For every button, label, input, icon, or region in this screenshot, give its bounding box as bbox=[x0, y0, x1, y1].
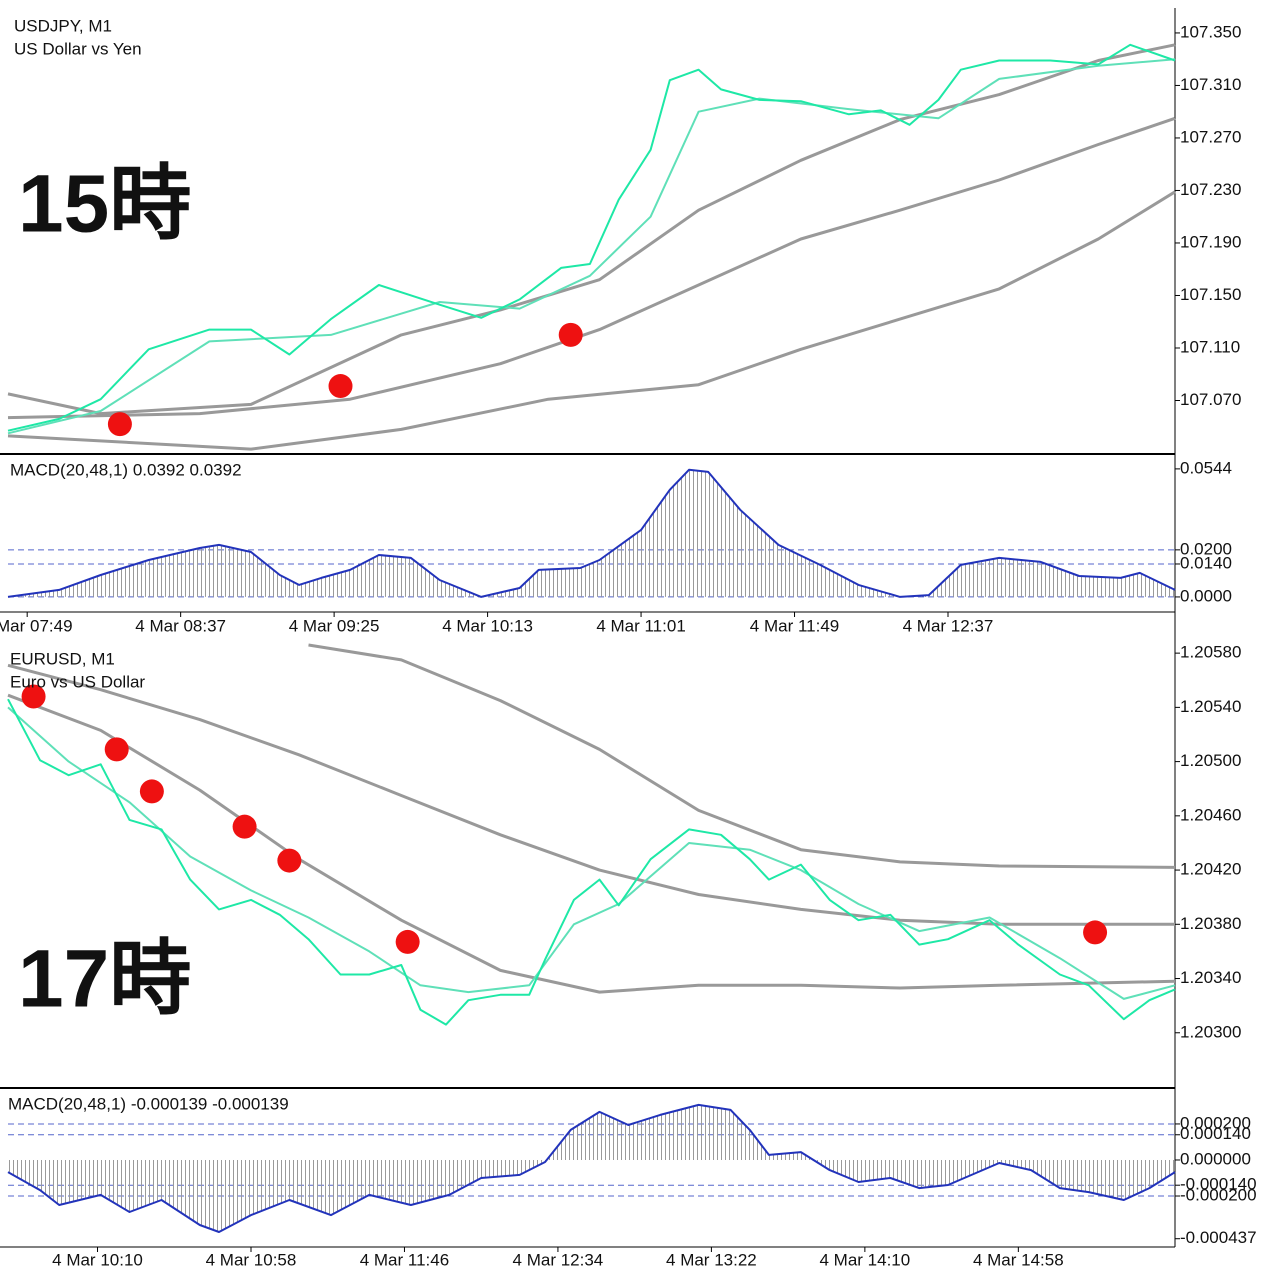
y-tick-label: -0.000437 bbox=[1180, 1228, 1257, 1247]
signal-line bbox=[7, 1103, 1176, 1233]
marker-dot bbox=[1083, 920, 1108, 945]
x-tick-label: 4 Mar 11:46 bbox=[360, 1250, 449, 1269]
y-tick-label: 0.0000 bbox=[1180, 586, 1232, 605]
y-tick-label: -0.000140 bbox=[1180, 1175, 1257, 1194]
marker-dot bbox=[328, 374, 353, 399]
x-tick-label: 4 Mar 10:13 bbox=[442, 616, 533, 635]
y-tick-label: 107.190 bbox=[1180, 232, 1241, 251]
y-tick-label: 107.230 bbox=[1180, 180, 1241, 199]
y-tick-label: -0.000200 bbox=[1180, 1185, 1257, 1204]
x-tick-label: 4 Mar 10:10 bbox=[52, 1250, 143, 1269]
x-tick-label: 4 Mar 08:37 bbox=[135, 616, 226, 635]
y-tick-label: 1.20380 bbox=[1180, 914, 1241, 933]
signal-line bbox=[7, 468, 1176, 598]
x-tick-label: 4 Mar 07:49 bbox=[0, 616, 73, 635]
histogram bbox=[8, 469, 1175, 597]
x-tick-label: 4 Mar 11:01 bbox=[596, 616, 685, 635]
panel-title: USDJPY, M1 bbox=[14, 16, 112, 35]
y-tick-label: 1.20500 bbox=[1180, 751, 1241, 770]
marker-dot bbox=[107, 412, 132, 437]
ma-line bbox=[7, 698, 1176, 1026]
x-tick-label: 4 Mar 11:49 bbox=[750, 616, 839, 635]
marker-dot bbox=[104, 737, 129, 762]
y-tick-label: 107.310 bbox=[1180, 75, 1241, 94]
x-tick-label: 4 Mar 12:37 bbox=[903, 616, 994, 635]
x-tick-label: 4 Mar 14:58 bbox=[973, 1250, 1064, 1269]
x-tick-label: 4 Mar 14:10 bbox=[819, 1250, 910, 1269]
y-tick-label: 1.20540 bbox=[1180, 697, 1241, 716]
ma-line bbox=[7, 58, 1176, 435]
ma-line bbox=[7, 190, 1176, 451]
x-tick-label: 4 Mar 13:22 bbox=[666, 1250, 757, 1269]
panel-subtitle: Euro vs US Dollar bbox=[10, 672, 145, 691]
y-tick-label: 0.0140 bbox=[1180, 553, 1232, 572]
y-tick-label: 1.20300 bbox=[1180, 1022, 1241, 1041]
y-tick-label: 1.20420 bbox=[1180, 860, 1241, 879]
ma-line bbox=[7, 43, 1176, 416]
marker-dot bbox=[395, 929, 420, 954]
marker-dot bbox=[139, 779, 164, 804]
ma-line bbox=[7, 693, 1176, 994]
x-tick-label: 4 Mar 09:25 bbox=[289, 616, 380, 635]
annotation: 15時 bbox=[18, 159, 191, 250]
marker-dot bbox=[277, 848, 302, 873]
y-tick-label: 107.270 bbox=[1180, 127, 1241, 146]
ma-line bbox=[308, 643, 1176, 869]
y-tick-label: 1.20340 bbox=[1180, 968, 1241, 987]
ma-line bbox=[7, 43, 1176, 432]
y-tick-label: 0.000140 bbox=[1180, 1124, 1251, 1143]
ma-line bbox=[7, 116, 1176, 420]
y-tick-label: 0.000200 bbox=[1180, 1113, 1251, 1132]
y-tick-label: 1.20580 bbox=[1180, 643, 1241, 662]
panel-subtitle: US Dollar vs Yen bbox=[14, 39, 142, 58]
panel-title: MACD(20,48,1) -0.000139 -0.000139 bbox=[8, 1094, 289, 1113]
x-tick-label: 4 Mar 12:34 bbox=[513, 1250, 604, 1269]
x-tick-label: 4 Mar 10:58 bbox=[206, 1250, 297, 1269]
y-tick-label: 1.20460 bbox=[1180, 805, 1241, 824]
marker-dot bbox=[558, 322, 583, 347]
ma-line bbox=[7, 663, 1175, 926]
y-tick-label: 0.0200 bbox=[1180, 539, 1232, 558]
histogram bbox=[8, 1104, 1175, 1232]
y-tick-label: 107.150 bbox=[1180, 285, 1241, 304]
y-tick-label: 107.070 bbox=[1180, 390, 1241, 409]
panel-title: EURUSD, M1 bbox=[10, 649, 115, 668]
y-tick-label: 107.350 bbox=[1180, 22, 1241, 41]
marker-dot bbox=[232, 814, 257, 839]
panel-title: MACD(20,48,1) 0.0392 0.0392 bbox=[10, 460, 242, 479]
ma-line bbox=[7, 706, 1176, 1000]
annotation: 17時 bbox=[18, 934, 191, 1025]
y-tick-label: 107.110 bbox=[1180, 337, 1240, 356]
y-tick-label: 0.0544 bbox=[1180, 458, 1232, 477]
marker-dot bbox=[21, 684, 46, 709]
y-tick-label: 0.000000 bbox=[1180, 1149, 1251, 1168]
